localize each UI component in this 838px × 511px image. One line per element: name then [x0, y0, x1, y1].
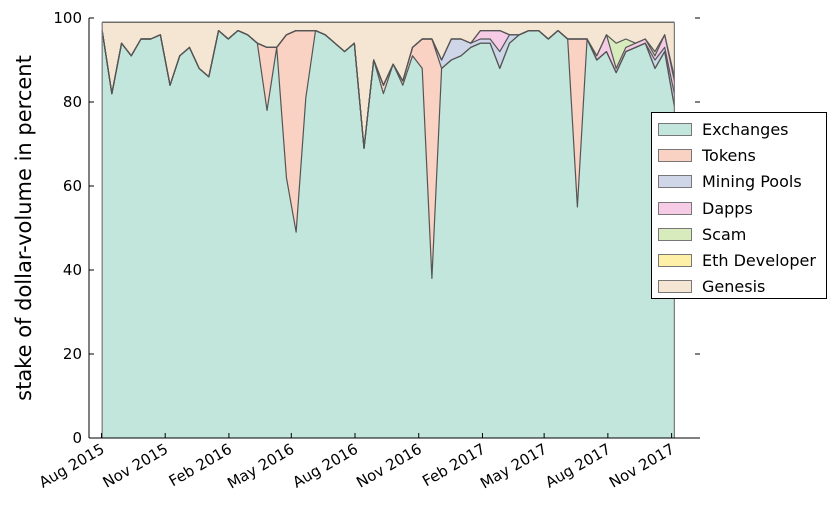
- x-tick-label: Nov 2015: [100, 440, 172, 492]
- y-axis-title: stake of dollar-volume in percent: [12, 55, 36, 401]
- y-tick-label: 80: [63, 93, 82, 111]
- legend-item-exchanges: Exchanges: [652, 116, 826, 142]
- x-tick-label: Nov 2016: [353, 440, 425, 492]
- x-tick-label: Aug 2015: [36, 440, 108, 492]
- legend-swatch: [658, 122, 692, 136]
- legend-swatch: [658, 280, 692, 294]
- legend-swatch: [658, 148, 692, 162]
- legend-label: Exchanges: [702, 119, 789, 139]
- legend-swatch: [658, 254, 692, 268]
- y-tick-label: 60: [63, 177, 82, 195]
- legend-label: Dapps: [702, 198, 753, 218]
- legend-swatch: [658, 201, 692, 215]
- x-tick-label: Aug 2017: [542, 440, 614, 492]
- y-tick-label: 40: [63, 261, 82, 279]
- area-series-group: [102, 22, 675, 438]
- legend-item-scam: Scam: [652, 221, 826, 247]
- legend-item-eth-developer: Eth Developer: [652, 247, 826, 273]
- legend-item-tokens: Tokens: [652, 142, 826, 168]
- legend-label: Mining Pools: [702, 172, 802, 192]
- legend-label: Scam: [702, 224, 747, 244]
- y-tick-label: 100: [53, 9, 82, 27]
- area-exchanges: [102, 30, 675, 438]
- legend-swatch: [658, 175, 692, 189]
- legend-item-dapps: Dapps: [652, 195, 826, 221]
- x-tick-label: Aug 2016: [289, 440, 361, 492]
- x-tick-label: May 2016: [224, 440, 297, 493]
- boundary-line-scam: [101, 30, 675, 149]
- legend: Exchanges Tokens Mining Pools Dapps Scam Eth …: [651, 112, 827, 299]
- legend-label: Genesis: [702, 277, 766, 297]
- x-tick-label: Feb 2017: [419, 440, 488, 490]
- legend-label: Tokens: [702, 145, 756, 165]
- legend-item-mining-pools: Mining Pools: [652, 169, 826, 195]
- y-tick-label: 20: [63, 345, 82, 363]
- x-tick-label: Feb 2016: [166, 440, 235, 490]
- x-tick-label: Nov 2017: [606, 440, 678, 492]
- x-tick-label: May 2017: [477, 440, 550, 493]
- legend-item-genesis: Genesis: [652, 274, 826, 300]
- legend-label: Eth Developer: [702, 251, 816, 271]
- legend-swatch: [658, 227, 692, 241]
- y-tick-label: 0: [72, 429, 82, 447]
